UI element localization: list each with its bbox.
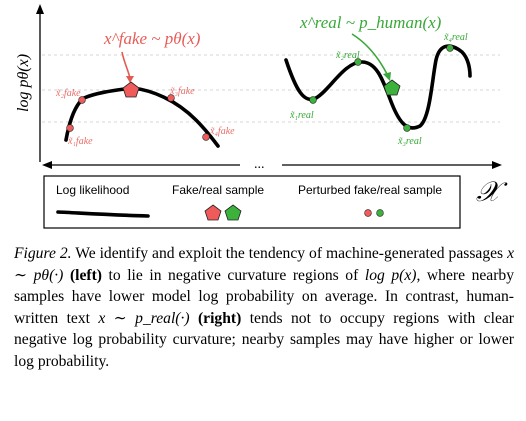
fake-point-4: [202, 133, 210, 141]
caption-right: (right): [197, 309, 242, 327]
fake-point-label-4: x̃₄fake: [209, 126, 235, 137]
caption-sentence-3: , where nearby samples have lower model …: [14, 266, 514, 327]
fake-arrow: [121, 51, 131, 79]
legend-label-perturbed: Perturbed fake/real sample: [298, 183, 442, 197]
real-log-likelihood-curve: [284, 44, 472, 130]
real-arrow-head: [383, 72, 391, 81]
caption-math-real: x ∼ p_real(·): [98, 309, 190, 327]
real-point-label-4: x̃₄real: [443, 32, 468, 43]
x-axis-arrow-right: [492, 161, 502, 169]
real-point-1: [309, 96, 317, 104]
legend-real-dot: [376, 209, 384, 217]
real-annotation: x^real ~ p_human(x): [299, 13, 442, 32]
real-sample-pentagon: [383, 79, 401, 96]
caption-sentence-4: tends not to occupy regions with clear n…: [14, 309, 514, 370]
legend-fake-pentagon: [204, 204, 222, 221]
legend-real-pentagon: [224, 204, 242, 221]
legend-fake-dot: [364, 209, 372, 217]
x-axis-label: 𝒳: [476, 177, 508, 208]
legend-brush-stroke: [56, 210, 150, 218]
fake-point-label-3: x̃₃fake: [169, 86, 195, 97]
y-axis-label: log pθ(x): [15, 54, 32, 112]
real-arrow: [351, 33, 389, 77]
fake-arrow-head: [126, 76, 134, 83]
real-point-label-2: x̃₂real: [335, 50, 360, 61]
real-annotation-text: x^real ~ p_human(x): [299, 13, 442, 32]
gridlines: [42, 54, 500, 123]
x-axis-ellipsis: ...: [254, 157, 265, 172]
caption-sentence-2: to lie in negative curvature regions of: [108, 266, 359, 284]
fake-annotation: x^fake ~ pθ(x): [103, 29, 201, 48]
fake-point-2: [78, 96, 86, 104]
figure-caption: Figure 2. We identify and exploit the te…: [14, 243, 514, 373]
caption-left: (left): [69, 266, 102, 284]
caption-math-logp: log p(x): [364, 266, 417, 284]
legend-label-log-likelihood: Log likelihood: [56, 183, 129, 197]
fake-point-label-2: x̃₂fake: [55, 88, 81, 99]
legend: Log likelihood Fake/real sample Perturbe…: [43, 175, 461, 229]
x-axis-arrow-left: [42, 161, 52, 169]
real-point-label-3: x̃₃real: [397, 136, 422, 147]
real-point-4: [446, 44, 454, 52]
legend-box: [43, 175, 461, 229]
fake-annotation-text: x^fake ~ pθ(x): [103, 29, 201, 48]
figure-diagram: log pθ(x) ... 𝒳 x^fake ~ pθ(x) x̃₁fake x…: [15, 4, 508, 229]
caption-math-fake: x ∼ pθ(·): [14, 245, 515, 284]
y-axis-arrow: [36, 4, 44, 14]
real-point-label-1: x̃₁real: [289, 110, 314, 121]
real-point-3: [403, 124, 411, 132]
caption-sentence-1: We identify and exploit the tendency of …: [75, 245, 504, 262]
fake-point-3: [167, 94, 175, 102]
fake-point-1: [66, 124, 74, 132]
fake-sample-pentagon: [122, 81, 140, 98]
caption-label: Figure 2.: [14, 245, 72, 262]
real-point-2: [354, 58, 362, 66]
fake-point-label-1: x̃₁fake: [67, 136, 93, 147]
legend-label-sample: Fake/real sample: [172, 183, 264, 197]
